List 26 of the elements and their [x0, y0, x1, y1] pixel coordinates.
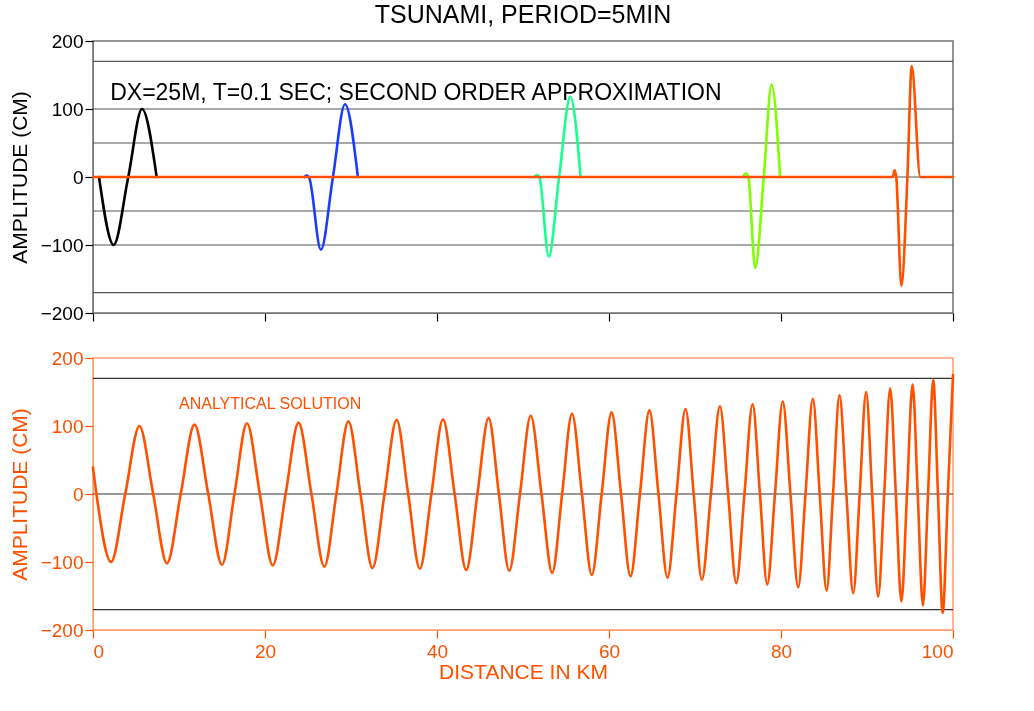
y-tick-label: 200	[51, 30, 84, 52]
x-tick-label: 100	[921, 640, 954, 662]
annotation: ANALYTICAL SOLUTION	[179, 395, 362, 412]
y-tick-label: 100	[51, 415, 84, 437]
line-series	[741, 83, 782, 270]
y-tick-label: 200	[51, 347, 84, 369]
y-tick-label: 0	[72, 483, 84, 505]
chart-title: TSUNAMI, PERIOD=5MIN	[374, 0, 672, 28]
line-series	[303, 102, 360, 252]
y-tick-label: −200	[40, 302, 84, 324]
x-tick-label: 0	[93, 640, 105, 662]
line-series	[91, 64, 955, 288]
y-tick-label: −100	[40, 234, 84, 256]
x-tick-label: 80	[770, 640, 793, 662]
y-tick-label: −100	[40, 551, 84, 573]
x-tick-label: 20	[254, 640, 277, 662]
x-tick-label: 40	[426, 640, 449, 662]
x-axis-title: DISTANCE IN KM	[439, 659, 608, 683]
annotation: DX=25M, T=0.1 SEC; SECOND ORDER APPROXIMATION	[110, 79, 722, 105]
y-axis-title: AMPLITUDE (CM)	[7, 91, 31, 264]
y-axis-title: AMPLITUDE (CM)	[7, 408, 31, 581]
y-tick-label: −200	[40, 619, 84, 641]
y-tick-label: 0	[72, 166, 84, 188]
line-series	[91, 373, 955, 615]
x-tick-label: 60	[598, 640, 621, 662]
y-tick-label: 100	[51, 98, 84, 120]
